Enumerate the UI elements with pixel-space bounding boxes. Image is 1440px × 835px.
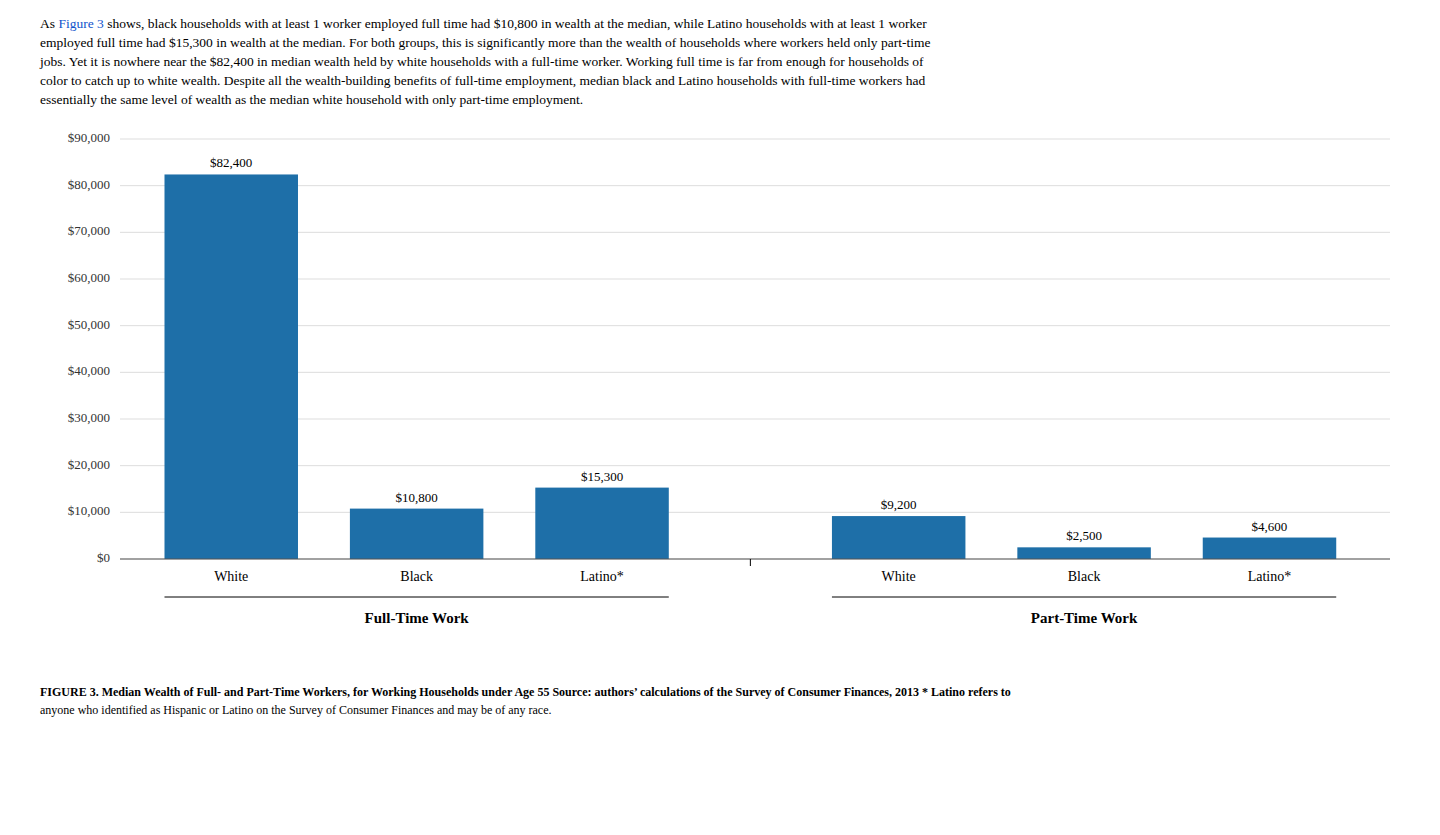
group-bracket xyxy=(832,597,1336,598)
caption-text: FIGURE 3. Median Wealth of Full- and Par… xyxy=(40,685,1011,699)
y-tick-label: $10,000 xyxy=(68,503,110,518)
data-label: $9,200 xyxy=(881,497,917,512)
grid-line xyxy=(120,279,1390,280)
paragraph-text: essentially the same level of wealth as … xyxy=(40,92,583,107)
x-tick-label: White xyxy=(214,569,248,584)
x-axis-line xyxy=(120,559,1390,560)
group-separator xyxy=(750,559,751,566)
intro-paragraph: As Figure 3 shows, black households with… xyxy=(0,0,1440,109)
paragraph-text: employed full time had $15,300 in wealth… xyxy=(40,35,930,50)
paragraph-link: Figure 3 xyxy=(58,16,103,31)
x-tick-label: Black xyxy=(400,569,433,584)
grid-line xyxy=(120,372,1390,373)
bar xyxy=(1203,538,1336,559)
grid-line xyxy=(120,185,1390,186)
group-bracket xyxy=(164,597,668,598)
bars xyxy=(164,174,1336,559)
data-labels: $82,400 $10,800 $15,300 $9,200 $2,500 $4,600 xyxy=(210,155,1287,543)
bar xyxy=(535,488,668,559)
grid-line xyxy=(120,419,1390,420)
bar xyxy=(832,516,965,559)
data-label: $82,400 xyxy=(210,155,252,170)
y-tick-label: $80,000 xyxy=(68,177,110,192)
figure-caption: FIGURE 3. Median Wealth of Full- and Par… xyxy=(0,679,1440,719)
x-tick-label: White xyxy=(882,569,916,584)
paragraph-text: shows, black households with at least 1 … xyxy=(104,16,927,31)
bar xyxy=(350,509,483,559)
group-label: Full-Time Work xyxy=(365,610,470,626)
grid-line xyxy=(120,559,1390,560)
y-tick-label: $30,000 xyxy=(68,410,110,425)
x-tick-label: Latino* xyxy=(1248,569,1292,584)
y-tick-label: $70,000 xyxy=(68,223,110,238)
data-label: $10,800 xyxy=(396,490,438,505)
y-tick-label: $50,000 xyxy=(68,317,110,332)
y-axis: $0 $10,000 $20,000 $30,000 $40,000 $50,000 $60… xyxy=(68,130,1390,565)
group-label: Part-Time Work xyxy=(1031,610,1138,626)
y-tick-label: $60,000 xyxy=(68,270,110,285)
grid-line xyxy=(120,139,1390,140)
y-tick-label: $20,000 xyxy=(68,457,110,472)
y-tick-label: $0 xyxy=(97,550,110,565)
grid-line xyxy=(120,232,1390,233)
x-axis: White Black Latino* White Black Latino* Full-T… xyxy=(120,559,1390,626)
paragraph-text: color to catch up to white wealth. Despi… xyxy=(40,73,925,88)
grid-line xyxy=(120,512,1390,513)
bar xyxy=(164,174,297,559)
x-tick-label: Black xyxy=(1068,569,1101,584)
bar xyxy=(1017,547,1150,559)
data-label: $4,600 xyxy=(1252,519,1288,534)
chart: $0 $10,000 $20,000 $30,000 $40,000 $50,000 $60… xyxy=(0,109,1440,679)
paragraph-text: As xyxy=(40,16,58,31)
data-label: $2,500 xyxy=(1066,528,1102,543)
paragraph-text: jobs. Yet it is nowhere near the $82,400… xyxy=(40,54,924,69)
x-tick-label: Latino* xyxy=(580,569,624,584)
grid-line xyxy=(120,325,1390,326)
caption-text: anyone who identified as Hispanic or Lat… xyxy=(40,703,552,717)
y-tick-label: $90,000 xyxy=(68,130,110,145)
data-label: $15,300 xyxy=(581,469,623,484)
y-tick-label: $40,000 xyxy=(68,363,110,378)
grid-line xyxy=(120,465,1390,466)
